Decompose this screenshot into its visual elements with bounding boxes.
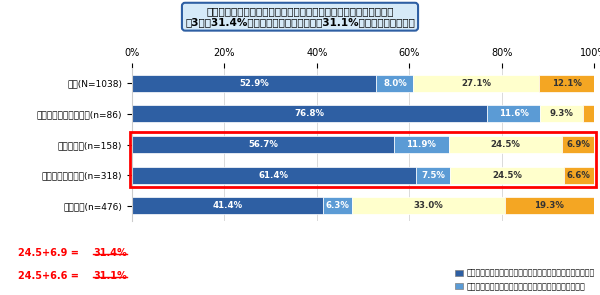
Bar: [451, 167, 563, 184]
Text: 52.9%: 52.9%: [239, 79, 269, 88]
Text: 31.4%: 31.4%: [93, 248, 127, 258]
Text: 8.0%: 8.0%: [383, 79, 407, 88]
Text: 11.6%: 11.6%: [499, 109, 529, 118]
Text: 7.5%: 7.5%: [421, 171, 445, 180]
Text: 24.5+6.6 =: 24.5+6.6 =: [18, 271, 82, 281]
Bar: [376, 75, 413, 92]
Bar: [132, 136, 394, 153]
Bar: [449, 136, 562, 153]
Text: 11.9%: 11.9%: [407, 140, 436, 149]
Text: 9.3%: 9.3%: [550, 109, 574, 118]
Text: 31.1%: 31.1%: [93, 271, 127, 281]
Bar: [541, 105, 583, 122]
Bar: [487, 105, 541, 122]
Text: 19.3%: 19.3%: [535, 201, 565, 210]
Text: 12.1%: 12.1%: [551, 79, 581, 88]
Bar: [394, 136, 449, 153]
Bar: [352, 197, 505, 214]
Bar: [132, 167, 416, 184]
Bar: [132, 105, 487, 122]
Bar: [562, 136, 594, 153]
Bar: [132, 75, 376, 92]
Bar: [323, 197, 352, 214]
Text: 41.4%: 41.4%: [212, 201, 242, 210]
Text: 6.9%: 6.9%: [566, 140, 590, 149]
Bar: [583, 105, 594, 122]
Text: 76.8%: 76.8%: [295, 109, 325, 118]
Text: 現在、課長クラスで、自組織の仕事のテーマを決めていない人材は
約3割（31.4%）で、係長・主任クラス（31.1%）とほぼ変わらない: 現在、課長クラスで、自組織の仕事のテーマを決めていない人材は 約3割（31.4%…: [185, 6, 415, 27]
Bar: [416, 167, 451, 184]
Bar: [413, 75, 539, 92]
Text: 61.4%: 61.4%: [259, 171, 289, 180]
Text: 24.5%: 24.5%: [491, 140, 520, 149]
Text: 27.1%: 27.1%: [461, 79, 491, 88]
Text: 6.3%: 6.3%: [326, 201, 350, 210]
Bar: [130, 132, 596, 187]
Text: 56.7%: 56.7%: [248, 140, 278, 149]
Bar: [132, 197, 323, 214]
Legend: 自ら、ある程度テーマを決めており、実行方法も決めている, 自ら、テーマを決めているが、実行方法は決めていない, 自ら、テーマは決めていないが、実行方法は決めてい: 自ら、ある程度テーマを決めており、実行方法も決めている, 自ら、テーマを決めてい…: [455, 269, 595, 295]
Bar: [539, 75, 595, 92]
Text: 24.5%: 24.5%: [492, 171, 522, 180]
Text: 6.6%: 6.6%: [567, 171, 590, 180]
Text: 33.0%: 33.0%: [414, 201, 443, 210]
Text: 24.5+6.9 =: 24.5+6.9 =: [18, 248, 82, 258]
Bar: [505, 197, 594, 214]
Bar: [563, 167, 594, 184]
